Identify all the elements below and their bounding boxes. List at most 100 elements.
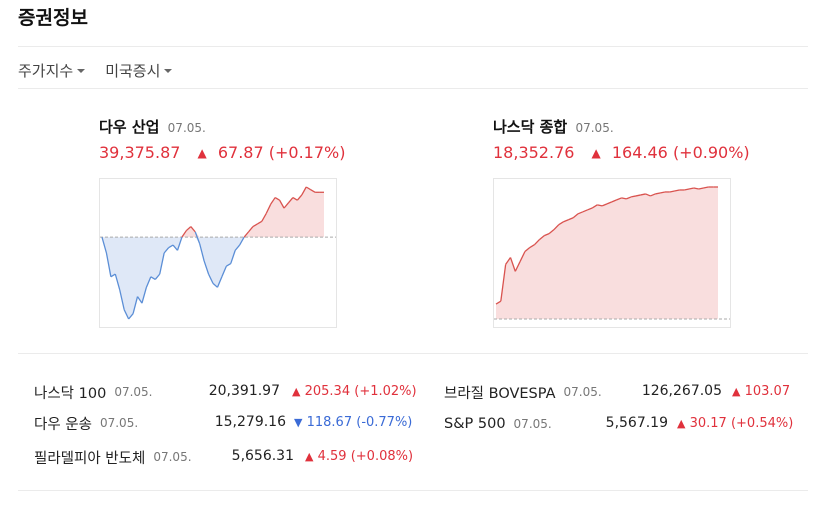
caret-down-icon bbox=[164, 69, 173, 73]
price-line-segment bbox=[645, 193, 651, 197]
price-line-segment bbox=[168, 244, 174, 249]
price-line-segment bbox=[216, 276, 223, 288]
price-line-segment bbox=[207, 273, 214, 284]
index-date: 07.05. bbox=[114, 385, 153, 399]
index-card-nasdaq[interactable]: 나스닥 종합 07.05. 18,352.76 ▲ 164.46 (+0.90%… bbox=[493, 116, 750, 162]
list-item[interactable]: 다우 운송 07.05. bbox=[34, 412, 138, 434]
up-arrow-icon: ▲ bbox=[591, 146, 601, 160]
price-line-segment bbox=[688, 187, 695, 190]
price-line-segment bbox=[199, 243, 205, 262]
index-date: 07.05. bbox=[99, 416, 139, 430]
index-value: 5,656.31 bbox=[231, 448, 294, 464]
price-line-segment bbox=[524, 247, 531, 253]
index-change: 164.46 bbox=[611, 143, 668, 162]
price-line-segment bbox=[185, 226, 192, 232]
tab-stock-index[interactable]: 주가지수 bbox=[18, 60, 86, 81]
change-pct: (-0.77%) bbox=[356, 415, 413, 430]
price-line-segment bbox=[621, 197, 627, 200]
price-line-segment bbox=[539, 235, 545, 241]
index-name: 나스닥 종합 bbox=[493, 118, 568, 136]
up-arrow-icon: ▲ bbox=[732, 385, 741, 398]
price-line-segment bbox=[110, 273, 116, 278]
price-line-segment bbox=[572, 213, 579, 219]
index-change: ▲ 205.34 (+1.02%) bbox=[292, 384, 417, 399]
index-change: ▼ 118.67 (-0.77%) bbox=[294, 415, 412, 430]
price-line-segment bbox=[495, 300, 502, 305]
price-line-segment bbox=[659, 191, 666, 194]
list-item[interactable]: 나스닥 100 07.05. bbox=[34, 381, 152, 403]
index-name: 나스닥 100 bbox=[34, 385, 107, 402]
price-line-segment bbox=[553, 224, 560, 231]
divider bbox=[18, 353, 808, 354]
price-line-segment bbox=[582, 209, 588, 213]
area-below-baseline bbox=[102, 237, 324, 319]
index-change: ▲ 103.07 bbox=[732, 384, 790, 399]
price-line-segment bbox=[558, 221, 564, 226]
list-item[interactable]: 브라질 BOVESPA 07.05. bbox=[444, 381, 602, 403]
index-value: 15,279.16 bbox=[214, 414, 286, 430]
price-line-segment bbox=[212, 282, 218, 288]
price-line-segment bbox=[534, 239, 540, 246]
price-line-segment bbox=[154, 273, 161, 280]
index-name: 브라질 BOVESPA bbox=[444, 385, 556, 402]
price-line-segment bbox=[243, 231, 250, 238]
divider bbox=[18, 46, 808, 47]
change-value: 103.07 bbox=[744, 384, 791, 399]
market-tabs: 주가지수 미국증시 bbox=[18, 60, 173, 81]
price-line-segment bbox=[563, 219, 569, 223]
price-line-segment bbox=[114, 273, 121, 291]
price-line-segment bbox=[301, 186, 307, 196]
index-change: ▲ 4.59 (+0.08%) bbox=[305, 449, 413, 464]
up-arrow-icon: ▲ bbox=[677, 417, 686, 430]
index-value: 18,352.76 bbox=[493, 143, 575, 162]
price-line-segment bbox=[577, 211, 584, 215]
index-name-row: 나스닥 종합 07.05. bbox=[493, 116, 750, 137]
price-line-segment bbox=[261, 213, 267, 222]
price-line-segment bbox=[606, 201, 613, 205]
price-line-segment bbox=[257, 220, 263, 225]
index-value: 39,375.87 bbox=[99, 143, 181, 162]
price-line-segment bbox=[684, 188, 690, 191]
index-date: 07.05. bbox=[513, 417, 552, 431]
price-line-segment bbox=[548, 229, 555, 235]
price-line-segment bbox=[287, 197, 294, 204]
list-item[interactable]: 필라델피아 반도체 07.05. bbox=[34, 446, 192, 468]
price-line-segment bbox=[519, 251, 526, 262]
price-line-segment bbox=[698, 187, 704, 190]
price-line-segment bbox=[123, 309, 130, 320]
price-line-segment bbox=[190, 226, 196, 233]
tab-label: 주가지수 bbox=[18, 62, 74, 80]
price-line-segment bbox=[616, 197, 622, 201]
list-item[interactable]: S&P 500 07.05. bbox=[444, 413, 552, 435]
change-value: 205.34 bbox=[304, 384, 351, 399]
price-line-segment bbox=[514, 261, 521, 272]
caret-down-icon bbox=[77, 69, 86, 73]
change-pct: (+1.02%) bbox=[354, 384, 417, 399]
change-pct: (+0.54%) bbox=[730, 416, 794, 431]
change-value: 4.59 bbox=[317, 449, 347, 464]
index-chart-nasdaq[interactable] bbox=[493, 178, 731, 328]
price-line-segment bbox=[630, 195, 637, 198]
price-line-segment bbox=[181, 230, 187, 238]
price-line-segment bbox=[270, 197, 276, 205]
price-line-segment bbox=[611, 199, 617, 203]
price-line-segment bbox=[172, 244, 178, 251]
index-date: 07.05. bbox=[575, 121, 614, 135]
price-line-segment bbox=[265, 203, 272, 214]
index-card-dow[interactable]: 다우 산업 07.05. 39,375.87 ▲ 67.87 (+0.17%) bbox=[99, 116, 345, 162]
price-line-segment bbox=[279, 199, 285, 209]
index-date: 07.05. bbox=[153, 450, 192, 464]
price-line-segment bbox=[234, 244, 241, 251]
index-change: 67.87 bbox=[217, 143, 264, 162]
price-line-segment bbox=[640, 193, 646, 196]
tab-label: 미국증시 bbox=[105, 62, 161, 80]
price-line-segment bbox=[239, 236, 245, 246]
change-value: 118.67 bbox=[306, 415, 353, 430]
price-line-segment bbox=[296, 194, 303, 201]
price-line-segment bbox=[132, 296, 139, 314]
index-name: S&P 500 bbox=[444, 416, 506, 432]
price-line-segment bbox=[252, 223, 258, 228]
tab-us-market[interactable]: 미국증시 bbox=[105, 60, 173, 81]
index-chart-dow[interactable] bbox=[99, 178, 337, 328]
price-line-segment bbox=[568, 217, 574, 221]
